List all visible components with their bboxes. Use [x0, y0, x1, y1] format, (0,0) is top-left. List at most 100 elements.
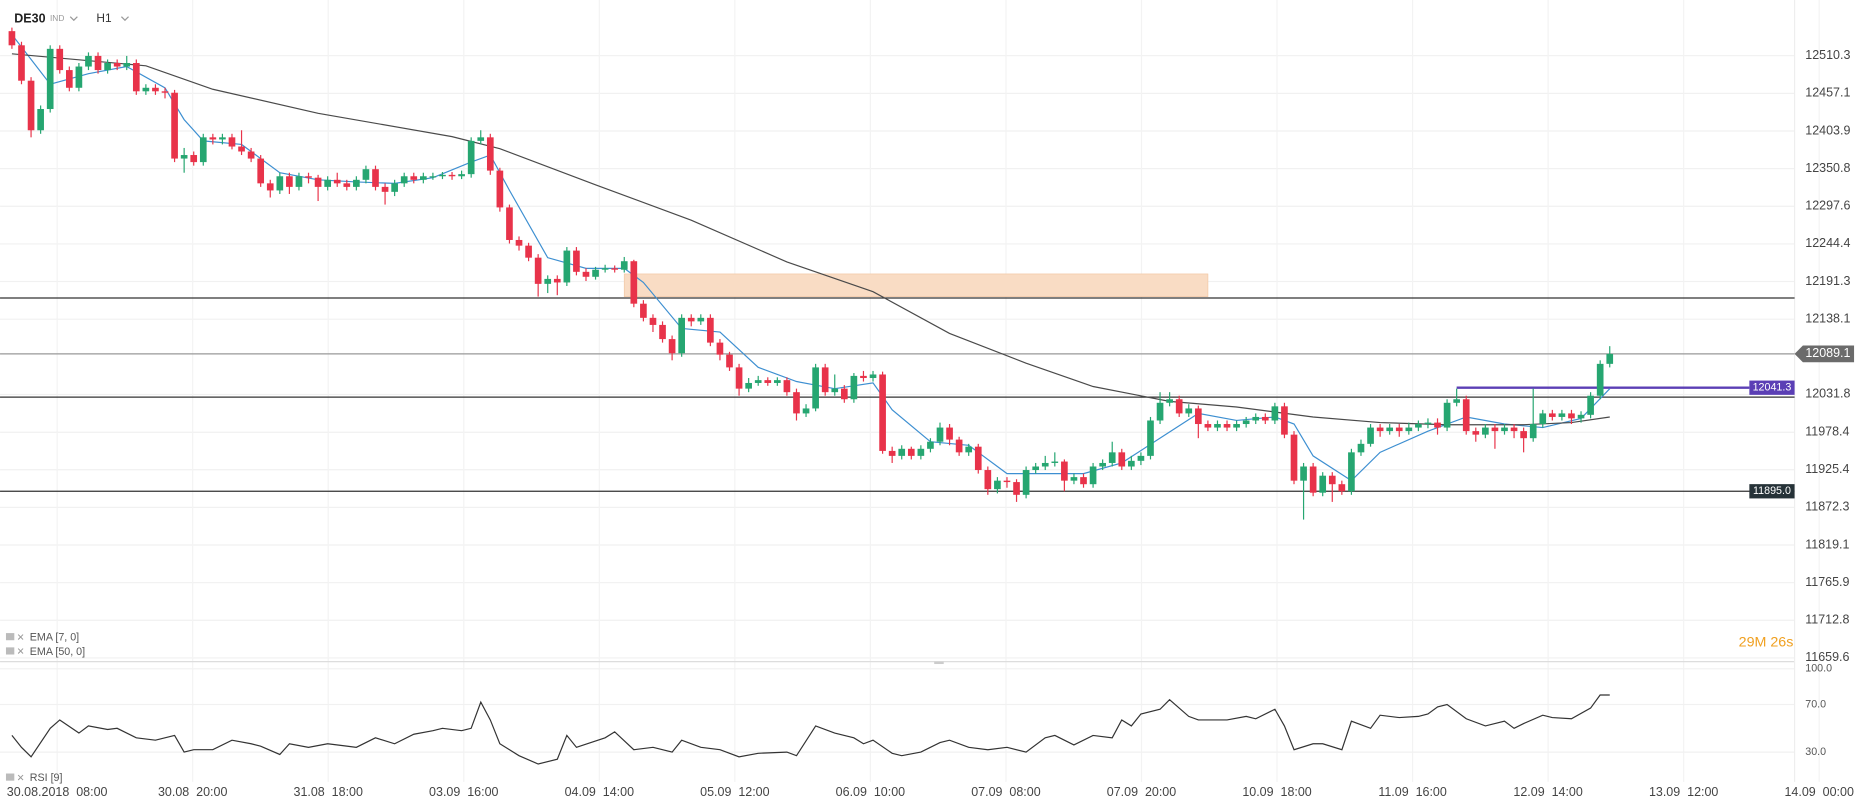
- candle-body: [266, 183, 274, 191]
- candle-body: [1013, 482, 1020, 495]
- candle-body: [1204, 424, 1212, 428]
- candle-body: [678, 317, 685, 354]
- candle-body: [1089, 466, 1097, 485]
- y-tick-label: 12031.8: [1805, 387, 1850, 401]
- y-tick-label: 12191.3: [1805, 274, 1850, 288]
- candle-body: [123, 63, 131, 67]
- candle-body: [420, 176, 427, 180]
- candle-body: [1061, 461, 1068, 481]
- candle-body: [161, 91, 169, 93]
- candle-body: [247, 151, 255, 159]
- candle-body: [477, 137, 485, 141]
- candle-body: [286, 176, 293, 187]
- candle-body: [515, 239, 523, 246]
- market: IND: [50, 13, 64, 23]
- dropdown-arrow[interactable]: [69, 16, 78, 22]
- candle-body: [601, 268, 609, 270]
- candle-body: [1386, 427, 1394, 432]
- dropdown-arrow[interactable]: [120, 16, 129, 22]
- candle-body: [333, 179, 341, 184]
- candle-body: [812, 367, 819, 409]
- candle-body: [821, 367, 829, 393]
- candle-body: [343, 183, 351, 187]
- candle-body: [410, 176, 418, 180]
- candle-body: [353, 179, 360, 187]
- candle-body: [1462, 399, 1470, 432]
- candle-body: [1367, 427, 1374, 444]
- last-price-label: 12089.1: [1805, 346, 1850, 360]
- candle-body: [257, 158, 265, 184]
- candle-body: [1539, 413, 1547, 425]
- timeframe[interactable]: H1: [96, 11, 112, 25]
- candle-body: [1309, 466, 1317, 493]
- y-tick-label: 12403.9: [1805, 123, 1850, 137]
- candle-body: [1242, 420, 1250, 425]
- close-icon[interactable]: ✕: [17, 773, 25, 784]
- candle-body: [1491, 427, 1499, 432]
- candle-body: [774, 380, 781, 383]
- candle-body: [1290, 434, 1298, 481]
- close-icon[interactable]: ✕: [17, 632, 25, 643]
- x-tick-label: 07.09 08:00: [971, 785, 1040, 799]
- candle-body: [113, 63, 121, 67]
- candle-body: [381, 186, 389, 192]
- candle-body: [1529, 424, 1537, 439]
- candle-body: [85, 55, 92, 67]
- candle-body: [94, 55, 102, 71]
- candle-body: [831, 388, 839, 393]
- candle-body: [1348, 452, 1355, 492]
- candle-body: [783, 380, 791, 393]
- candle-body: [219, 137, 226, 140]
- y-tick-label: 12457.1: [1805, 86, 1850, 100]
- y-tick-label: 12297.6: [1805, 199, 1850, 213]
- candle-body: [687, 317, 695, 322]
- candle-body: [1587, 395, 1594, 415]
- x-tick-label: 11.09 16:00: [1378, 785, 1447, 799]
- candle-body: [1070, 477, 1078, 481]
- candle-body: [1510, 427, 1518, 432]
- candle-body: [1194, 408, 1202, 425]
- candle-body: [238, 146, 245, 152]
- candle-body: [1271, 406, 1279, 421]
- y-tick-label: 12244.4: [1805, 236, 1850, 250]
- candle-body: [486, 137, 494, 171]
- candle-body: [458, 174, 465, 177]
- candle-body: [1137, 455, 1145, 461]
- y-tick-label: 11872.3: [1805, 500, 1849, 514]
- resize-handle[interactable]: [934, 661, 944, 665]
- candle-body: [1252, 416, 1260, 421]
- candle-body: [754, 380, 762, 383]
- candle-body: [630, 261, 638, 304]
- x-tick-label: 14.09 00:00: [1784, 785, 1853, 799]
- x-tick-label: 30.08 20:00: [158, 785, 227, 799]
- candle-body: [8, 31, 16, 46]
- candle-body: [764, 380, 772, 383]
- candle-body: [75, 66, 83, 88]
- legend-icon: [5, 647, 15, 655]
- x-tick-label: 31.08 18:00: [294, 785, 363, 799]
- candle-body: [1328, 475, 1336, 485]
- y-tick-label: 11819.1: [1805, 537, 1849, 551]
- candle-body: [955, 439, 963, 453]
- candle-body: [1453, 399, 1460, 403]
- candle-body: [668, 339, 676, 354]
- candle-body: [391, 183, 398, 192]
- candle-body: [793, 392, 800, 414]
- candle-body: [171, 92, 178, 159]
- candle-body: [927, 441, 934, 449]
- legend-icon: [5, 633, 15, 641]
- candle-body: [984, 470, 992, 490]
- candle-body: [994, 480, 1001, 490]
- close-icon[interactable]: ✕: [17, 647, 25, 658]
- candle-body: [1118, 452, 1126, 467]
- candle-body: [553, 278, 561, 283]
- candle-body: [1300, 466, 1307, 481]
- candle-body: [372, 169, 379, 187]
- x-tick-label: 10.09 18:00: [1242, 785, 1311, 799]
- candle-body: [1434, 422, 1441, 428]
- candle-body: [726, 354, 733, 368]
- symbol[interactable]: DE30: [14, 11, 45, 25]
- grid-layer: [0, 0, 1820, 782]
